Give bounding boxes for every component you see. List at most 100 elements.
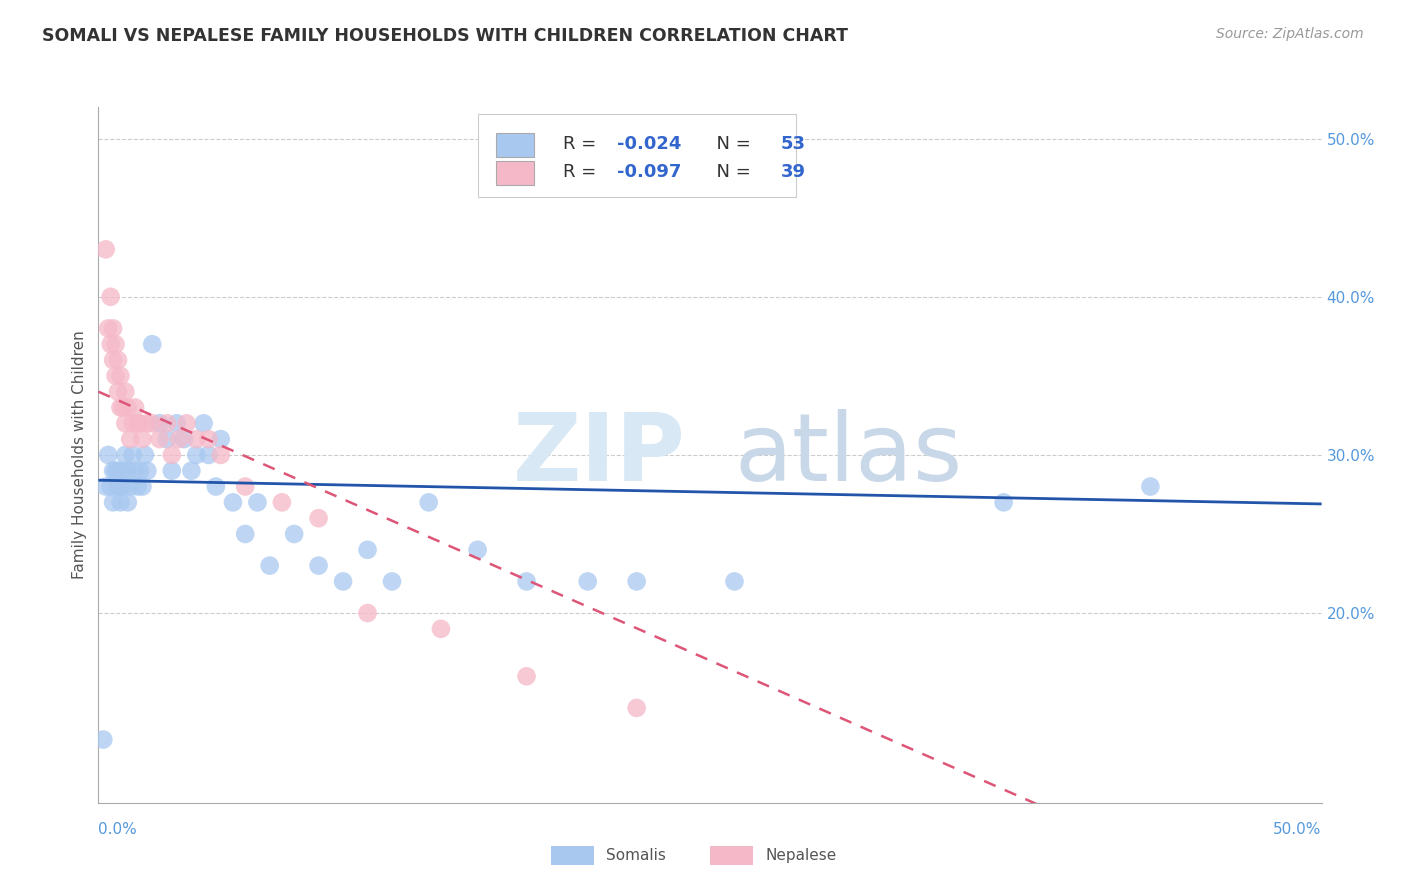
- Point: [104, 464, 127, 478]
- Point: [993, 495, 1015, 509]
- Point: [131, 432, 153, 446]
- Point: [97, 321, 120, 335]
- Text: N =: N =: [706, 162, 756, 181]
- Point: [134, 448, 156, 462]
- Point: [117, 464, 139, 478]
- Point: [121, 417, 143, 431]
- Point: [156, 432, 179, 446]
- Text: -0.097: -0.097: [617, 162, 682, 181]
- Point: [127, 479, 149, 493]
- FancyBboxPatch shape: [710, 846, 752, 865]
- Text: N =: N =: [706, 135, 756, 153]
- Point: [259, 558, 281, 573]
- Text: Somalis: Somalis: [606, 848, 666, 863]
- Point: [166, 417, 188, 431]
- Point: [205, 479, 228, 493]
- Point: [356, 542, 378, 557]
- Point: [111, 464, 134, 478]
- FancyBboxPatch shape: [496, 133, 534, 158]
- Text: 50.0%: 50.0%: [1274, 822, 1322, 837]
- Point: [576, 574, 599, 589]
- Point: [246, 495, 269, 509]
- Point: [110, 401, 132, 415]
- Point: [124, 401, 146, 415]
- Point: [141, 337, 163, 351]
- Point: [197, 432, 219, 446]
- Point: [233, 479, 256, 493]
- Y-axis label: Family Households with Children: Family Households with Children: [72, 331, 87, 579]
- Point: [149, 432, 172, 446]
- Text: Source: ZipAtlas.com: Source: ZipAtlas.com: [1216, 27, 1364, 41]
- Point: [100, 290, 122, 304]
- Point: [176, 417, 198, 431]
- Point: [141, 417, 163, 431]
- Point: [120, 479, 142, 493]
- Text: R =: R =: [564, 135, 602, 153]
- Point: [111, 479, 134, 493]
- Point: [97, 448, 120, 462]
- Point: [270, 495, 294, 509]
- Point: [186, 448, 208, 462]
- Text: 39: 39: [780, 162, 806, 181]
- Point: [149, 417, 172, 431]
- Point: [91, 732, 114, 747]
- Point: [136, 417, 159, 431]
- Point: [173, 432, 195, 446]
- Point: [107, 464, 129, 478]
- Point: [193, 417, 215, 431]
- Point: [167, 432, 190, 446]
- Point: [114, 417, 136, 431]
- Point: [101, 464, 124, 478]
- Point: [94, 243, 117, 257]
- Text: ZIP: ZIP: [513, 409, 686, 501]
- Point: [156, 417, 179, 431]
- Point: [129, 417, 152, 431]
- Point: [1139, 479, 1161, 493]
- Point: [467, 542, 489, 557]
- Point: [127, 417, 149, 431]
- Point: [222, 495, 245, 509]
- Point: [197, 448, 219, 462]
- Point: [723, 574, 745, 589]
- Point: [332, 574, 354, 589]
- Text: Nepalese: Nepalese: [765, 848, 837, 863]
- Point: [110, 495, 132, 509]
- Point: [107, 384, 129, 399]
- Point: [209, 432, 232, 446]
- Point: [107, 479, 129, 493]
- Point: [160, 464, 183, 478]
- Point: [418, 495, 440, 509]
- Point: [129, 464, 152, 478]
- Point: [110, 368, 132, 383]
- Point: [107, 353, 129, 368]
- Point: [100, 337, 122, 351]
- FancyBboxPatch shape: [496, 161, 534, 186]
- Point: [100, 479, 122, 493]
- Point: [131, 479, 153, 493]
- Text: 0.0%: 0.0%: [98, 822, 138, 837]
- Point: [120, 432, 142, 446]
- Point: [117, 495, 139, 509]
- Text: -0.024: -0.024: [617, 135, 682, 153]
- Point: [124, 464, 146, 478]
- FancyBboxPatch shape: [478, 114, 796, 197]
- Point: [117, 401, 139, 415]
- Point: [136, 464, 159, 478]
- Point: [104, 337, 127, 351]
- Point: [114, 384, 136, 399]
- Point: [308, 558, 330, 573]
- Point: [356, 606, 378, 620]
- Point: [209, 448, 232, 462]
- Point: [626, 574, 648, 589]
- Point: [110, 479, 132, 493]
- Text: atlas: atlas: [734, 409, 963, 501]
- Point: [283, 527, 305, 541]
- Point: [626, 701, 648, 715]
- Point: [101, 321, 124, 335]
- Point: [515, 574, 537, 589]
- Point: [104, 368, 127, 383]
- Point: [186, 432, 208, 446]
- Point: [381, 574, 404, 589]
- Point: [430, 622, 453, 636]
- Point: [111, 401, 134, 415]
